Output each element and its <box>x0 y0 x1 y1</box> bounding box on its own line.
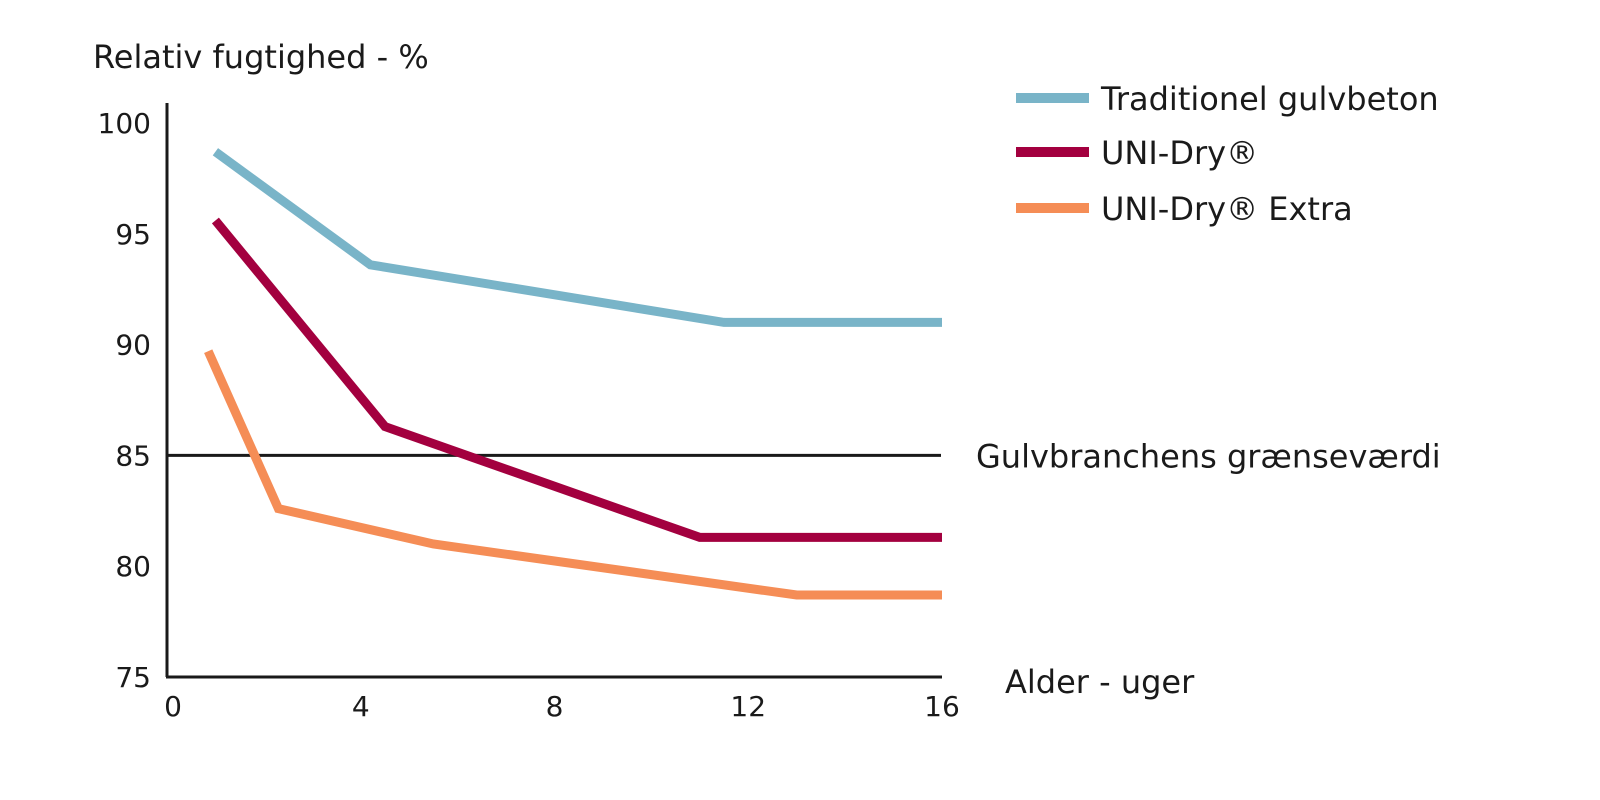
x-tick-label: 0 <box>164 690 182 723</box>
legend-label-1: Traditionel gulvbeton <box>1100 80 1439 118</box>
series-line-1 <box>212 148 942 327</box>
y-tick-labels: 75 80 85 90 95 100 <box>98 107 151 694</box>
y-tick-label: 95 <box>115 218 151 251</box>
y-tick-label: 80 <box>115 550 151 583</box>
series-lines <box>204 148 942 600</box>
y-tick-label: 75 <box>115 661 151 694</box>
x-tick-label: 12 <box>730 690 766 723</box>
y-tick-label: 100 <box>98 107 151 140</box>
y-axis-title: Relativ fugtighed - % <box>93 38 429 76</box>
x-tick-label: 8 <box>546 690 564 723</box>
y-tick-label: 85 <box>115 439 151 472</box>
series-line-3 <box>204 349 942 600</box>
x-tick-labels: 0 4 8 12 16 <box>164 690 960 723</box>
legend: Traditionel gulvbeton UNI-Dry® UNI-Dry® Ex… <box>1016 80 1439 228</box>
legend-label-2: UNI-Dry® <box>1101 134 1258 172</box>
x-axis-title: Alder - uger <box>1005 663 1195 701</box>
x-tick-label: 4 <box>352 690 370 723</box>
reference-line-label: Gulvbranchens grænseværdi <box>976 437 1441 475</box>
x-tick-label: 16 <box>924 690 960 723</box>
series-line-2 <box>211 217 942 542</box>
legend-label-3: UNI-Dry® Extra <box>1101 190 1353 228</box>
y-tick-label: 90 <box>115 329 151 362</box>
